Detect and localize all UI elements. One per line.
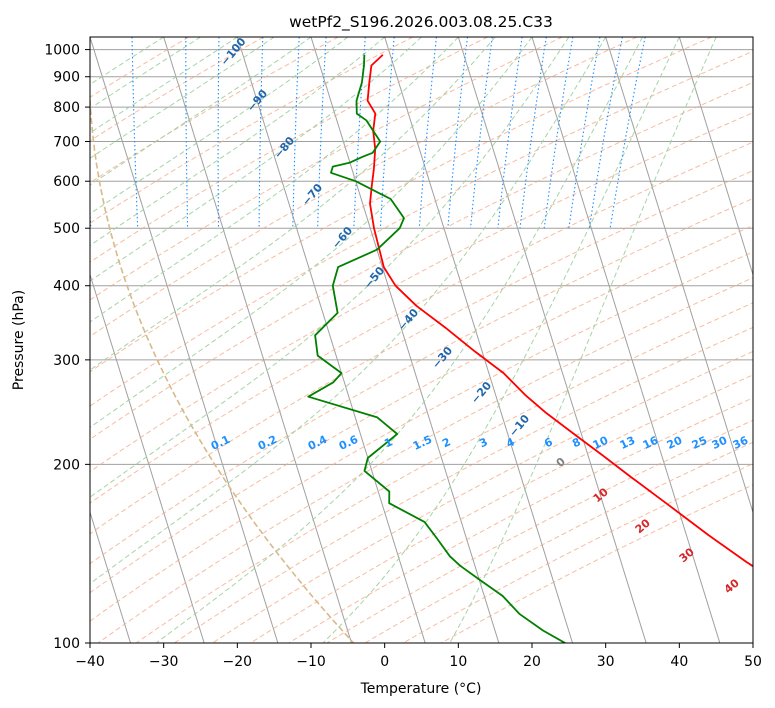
dry-adiabat-line xyxy=(90,197,753,565)
y-tick-label: 800 xyxy=(53,100,80,116)
dry-adiabat-line xyxy=(90,224,753,594)
mixing-ratio-line xyxy=(497,37,523,229)
moist-adiabat-line xyxy=(155,37,643,643)
dry-adiabat-line xyxy=(90,170,753,535)
isotherm-line xyxy=(678,37,753,277)
mixing-ratio-label: 20 xyxy=(665,434,685,452)
mixing-ratio-label: 36 xyxy=(731,434,751,452)
x-tick-label: 50 xyxy=(744,654,762,670)
x-tick-label: −30 xyxy=(149,654,179,670)
mixing-ratio-line xyxy=(469,37,493,229)
plot-frame xyxy=(89,36,754,644)
mixing-ratio-line xyxy=(317,37,327,229)
moist-adiabat-line xyxy=(90,37,386,247)
dry-adiabat-line xyxy=(174,326,753,643)
moist-adiabat-line xyxy=(90,37,607,585)
moist-adiabat-line xyxy=(90,37,496,371)
moist-adiabat-line xyxy=(90,37,459,323)
y-tick-label: 100 xyxy=(53,636,80,652)
mixing-ratio-label: 13 xyxy=(618,434,637,452)
y-axis-label: Pressure (hPa) xyxy=(11,290,27,390)
mixing-ratio-line xyxy=(519,37,547,229)
dry-adiabat-line xyxy=(97,277,753,643)
dry-adiabat-line xyxy=(364,441,753,643)
y-tick-label: 300 xyxy=(53,353,80,369)
isotherm-line xyxy=(236,37,426,643)
moist-adiabat-line xyxy=(322,37,680,643)
mixing-ratio-line xyxy=(353,37,366,229)
isotherm-line xyxy=(90,37,279,643)
temperature-profile-line xyxy=(366,54,753,568)
dry-adiabat-line xyxy=(90,37,563,301)
x-tick-label: −10 xyxy=(296,654,326,670)
x-tick-label: 0 xyxy=(380,654,389,670)
dry-adiabat-line xyxy=(90,37,638,337)
dry-adiabat-line xyxy=(90,37,488,263)
isotherm-line xyxy=(90,510,131,643)
moist-adiabat-line xyxy=(90,37,312,186)
y-tick-label: 600 xyxy=(53,174,80,190)
x-tick-label: 20 xyxy=(523,654,541,670)
dry-adiabat-line xyxy=(90,37,712,373)
isotherm-line xyxy=(457,37,647,643)
mixing-ratio-label: 16 xyxy=(641,434,661,452)
dry-adiabat-line xyxy=(402,463,753,643)
y-tick-label: 1000 xyxy=(44,43,80,59)
x-tick-label: −20 xyxy=(223,654,253,670)
x-axis-label: Temperature (°C) xyxy=(360,681,482,697)
dry-adiabat-line xyxy=(90,81,753,440)
y-tick-label: 400 xyxy=(53,279,80,295)
mixing-ratio-label: 30 xyxy=(710,434,730,452)
axis-ticks: −40 −30 −20 −10 0 10 20 30 40 50 100 200 300 400 500 60… xyxy=(44,43,762,670)
axes-frame xyxy=(89,36,754,644)
moist-adiabat-line xyxy=(90,37,349,215)
x-tick-label: 10 xyxy=(449,654,467,670)
dry-adiabat-line xyxy=(90,141,753,504)
isotherm-line xyxy=(531,37,721,643)
mixing-ratio-label: 25 xyxy=(690,434,709,452)
mixing-ratio-line xyxy=(609,37,646,229)
dry-adiabat-line xyxy=(90,251,753,622)
moist-adiabat-line xyxy=(449,37,717,643)
moist-adiabat-line xyxy=(90,37,570,498)
dry-adiabat-line xyxy=(90,37,414,224)
mixing-ratio-label: 10 xyxy=(591,434,611,452)
lcl-curve xyxy=(90,37,355,643)
isotherm-line xyxy=(605,37,753,514)
mixing-ratio-line xyxy=(447,37,469,229)
isotherm-line xyxy=(384,37,573,643)
mixing-ratio-line xyxy=(418,37,437,229)
dewpoint-profile-line xyxy=(307,54,566,643)
mixing-ratio-line xyxy=(379,37,395,229)
y-tick-label: 500 xyxy=(53,221,80,237)
y-tick-label: 700 xyxy=(53,134,80,150)
chart-title: wetPf2_S196.2026.003.08.25.C33 xyxy=(289,13,553,32)
dry-adiabat-line xyxy=(250,374,753,643)
moist-adiabat-line xyxy=(90,37,275,159)
x-tick-label: −40 xyxy=(75,654,105,670)
dry-adiabat-line xyxy=(90,37,339,184)
isotherm-line xyxy=(163,37,352,643)
isotherm-line xyxy=(90,272,205,643)
dry-adiabat-line xyxy=(212,350,753,643)
y-tick-label: 200 xyxy=(53,457,80,473)
x-tick-label: 40 xyxy=(670,654,688,670)
y-tick-label: 900 xyxy=(53,70,80,86)
x-tick-label: 30 xyxy=(597,654,615,670)
